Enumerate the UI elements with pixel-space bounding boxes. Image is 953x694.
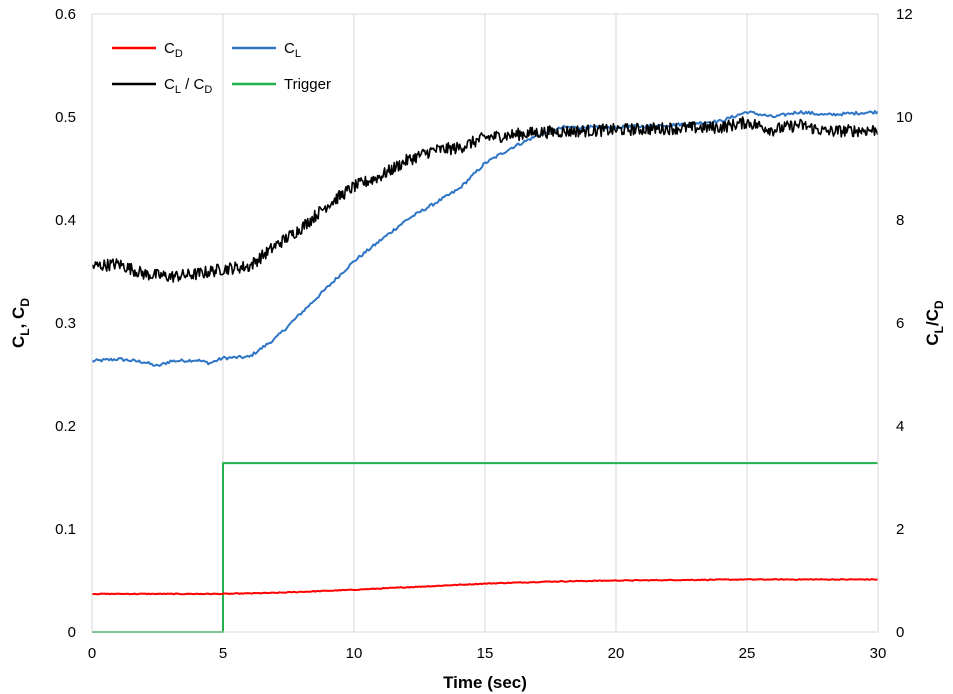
legend: CD CL CL / CD Trigger bbox=[112, 40, 331, 96]
y-right-title-sep: /C bbox=[923, 309, 942, 326]
legend-label-clcd-suffix: / C bbox=[181, 76, 205, 93]
legend-label-clcd-main: C bbox=[164, 76, 175, 93]
y-right-tick-label: 6 bbox=[896, 315, 904, 332]
y-right-title-main: C bbox=[923, 333, 942, 345]
x-axis-title: Time (sec) bbox=[443, 673, 527, 692]
y-left-tick-label: 0.2 bbox=[55, 418, 76, 435]
x-tick-label: 15 bbox=[477, 645, 494, 662]
svg-text:CL: CL bbox=[284, 40, 301, 60]
plot-area-frame bbox=[91, 13, 879, 633]
y-right-title-sub1: L bbox=[932, 326, 946, 333]
series-line-cl-cd bbox=[91, 116, 879, 283]
legend-item-cl-cd: CL / CD bbox=[112, 76, 212, 96]
y-right-tick-label: 12 bbox=[896, 6, 913, 23]
y-left-tick-label: 0.3 bbox=[55, 315, 76, 332]
x-tick-label: 5 bbox=[219, 645, 227, 662]
legend-item-cl: CL bbox=[232, 40, 301, 60]
svg-text:CL, CD: CL, CD bbox=[9, 298, 32, 348]
y-left-axis-ticks: 0 0.1 0.2 0.3 0.4 0.5 0.6 bbox=[55, 6, 76, 641]
y-right-title-sub2: D bbox=[932, 300, 946, 309]
legend-label-clcd-sub2: D bbox=[204, 84, 212, 96]
y-right-tick-label: 4 bbox=[896, 418, 904, 435]
y-left-tick-label: 0.6 bbox=[55, 6, 76, 23]
svg-text:CL/CD: CL/CD bbox=[923, 300, 946, 346]
legend-label-cl-main: C bbox=[284, 40, 295, 57]
x-tick-label: 25 bbox=[739, 645, 756, 662]
x-axis-ticks: 0 5 10 15 20 25 30 bbox=[88, 645, 887, 662]
legend-label-cd-main: C bbox=[164, 40, 175, 57]
svg-text:Trigger: Trigger bbox=[284, 76, 331, 93]
series-line-cl bbox=[91, 110, 879, 367]
x-tick-label: 30 bbox=[870, 645, 887, 662]
x-tick-label: 0 bbox=[88, 645, 96, 662]
y-left-title-sub1: L bbox=[18, 328, 32, 335]
x-tick-label: 20 bbox=[608, 645, 625, 662]
legend-label-cd-sub: D bbox=[175, 48, 183, 60]
y-right-axis-ticks: 0 2 4 6 8 10 12 bbox=[896, 6, 913, 641]
y-left-tick-label: 0 bbox=[68, 624, 76, 641]
legend-label-cl-sub: L bbox=[295, 48, 301, 60]
legend-label-clcd-sub: L bbox=[175, 84, 181, 96]
y-right-tick-label: 2 bbox=[896, 521, 904, 538]
y-left-tick-label: 0.5 bbox=[55, 109, 76, 126]
y-left-tick-label: 0.1 bbox=[55, 521, 76, 538]
svg-text:CD: CD bbox=[164, 40, 183, 60]
svg-text:CL / CD: CL / CD bbox=[164, 76, 212, 96]
y-right-tick-label: 8 bbox=[896, 212, 904, 229]
legend-item-cd: CD bbox=[112, 40, 183, 60]
y-left-axis-title: CL, CD bbox=[9, 298, 32, 348]
legend-item-trigger: Trigger bbox=[232, 76, 331, 93]
legend-label-trigger: Trigger bbox=[284, 76, 331, 93]
y-left-title-sep: , C bbox=[9, 307, 28, 329]
y-right-tick-label: 0 bbox=[896, 624, 904, 641]
series-line-cd bbox=[91, 578, 879, 596]
y-left-title-sub2: D bbox=[18, 298, 32, 307]
y-right-axis-title: CL/CD bbox=[923, 300, 946, 346]
y-left-title-main: C bbox=[9, 336, 28, 348]
y-left-tick-label: 0.4 bbox=[55, 212, 76, 229]
y-right-tick-label: 10 bbox=[896, 109, 913, 126]
vertical-gridlines bbox=[222, 14, 748, 632]
x-tick-label: 10 bbox=[346, 645, 363, 662]
